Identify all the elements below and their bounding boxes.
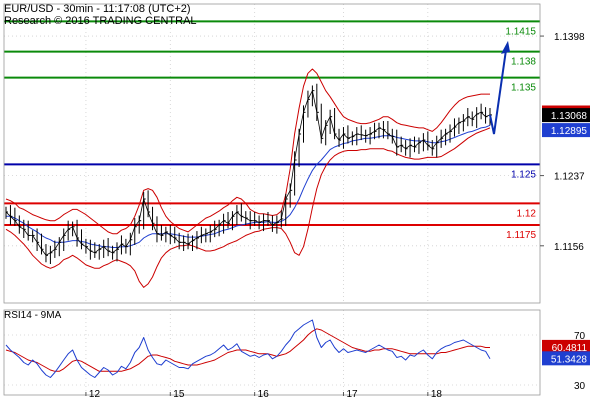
level-label-resistance: 1.135 bbox=[511, 83, 536, 94]
axes: 12 15 16 17 18 1.1398 1.1237 1.1156 30 70 bbox=[3, 3, 586, 400]
indicator-label: RSI14 - 9MA bbox=[4, 310, 62, 321]
x-tick-label: 15 bbox=[173, 389, 185, 400]
main-panel-frame bbox=[3, 3, 541, 304]
y-tick-label: 1.1398 bbox=[554, 32, 585, 43]
main-grid bbox=[4, 4, 540, 303]
price-line bbox=[5, 90, 491, 256]
level-label-support: 1.1175 bbox=[506, 230, 536, 241]
level-label-support: 1.12 bbox=[517, 208, 537, 219]
level-label-resistance: 1.138 bbox=[511, 57, 536, 68]
forecast-arrow bbox=[489, 40, 510, 135]
price-tag-bg bbox=[542, 108, 590, 123]
indicator-grid bbox=[4, 310, 540, 395]
forecast-path bbox=[489, 49, 507, 135]
chart-title: EUR/USD - 30min - 11:17:08 (UTC+2) bbox=[4, 3, 191, 15]
rsi-tag-label: 51.3428 bbox=[551, 354, 588, 365]
rsi-tick-label: 30 bbox=[574, 381, 586, 392]
rsi-line bbox=[5, 319, 491, 378]
price-tag-label: 1.13068 bbox=[551, 111, 588, 122]
price-tag-label: 1.12895 bbox=[551, 126, 588, 137]
rsi-ma-line bbox=[5, 328, 490, 372]
rsi-tag-label: 60.4811 bbox=[552, 343, 588, 354]
x-tick-label: 17 bbox=[346, 389, 358, 400]
bollinger-bands bbox=[5, 68, 491, 288]
level-label-resistance: 1.1415 bbox=[505, 26, 536, 37]
rsi-tag-bg bbox=[542, 351, 590, 366]
rsi-series bbox=[5, 319, 491, 378]
x-tick-label: 12 bbox=[89, 389, 101, 400]
level-label-pivot: 1.125 bbox=[511, 169, 536, 180]
upper-band-line bbox=[5, 68, 490, 235]
rsi-tick-label: 70 bbox=[574, 331, 586, 342]
y-tick-label: 1.1237 bbox=[554, 172, 585, 183]
price-tag-bg bbox=[542, 123, 590, 138]
moving-average bbox=[6, 124, 491, 248]
research-credit: Research © 2016 TRADING CENTRAL bbox=[4, 15, 197, 27]
key-levels: 1.1415 1.138 1.135 1.125 1.12 1.1175 bbox=[4, 20, 540, 241]
price-series bbox=[5, 83, 492, 264]
x-tick-label: 16 bbox=[258, 389, 270, 400]
lower-band-line bbox=[5, 127, 491, 288]
y-tick-label: 1.1156 bbox=[554, 242, 584, 253]
indicator-panel-frame bbox=[3, 309, 541, 396]
forecast-arrowhead bbox=[501, 40, 510, 54]
x-tick-label: 18 bbox=[431, 389, 443, 400]
rsi-tag-bg bbox=[542, 339, 590, 354]
ma-line bbox=[6, 124, 491, 248]
